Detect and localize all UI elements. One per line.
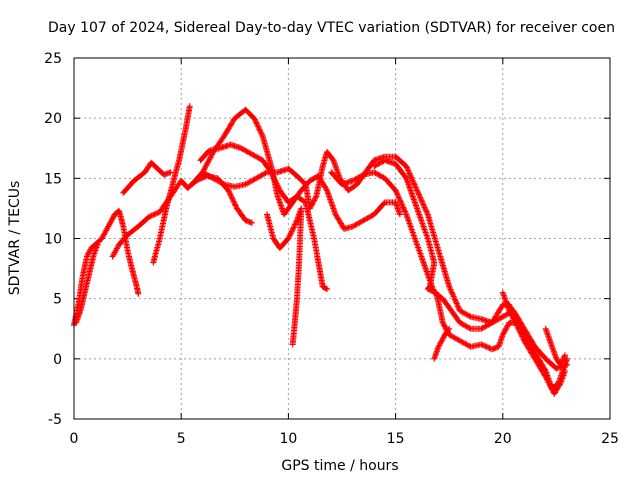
y-tick-label: 10 (44, 232, 62, 248)
series-arc-4 (120, 159, 174, 196)
y-tick-labels: -5 0 5 10 15 20 25 (44, 51, 62, 428)
series-arc-12 (431, 325, 453, 362)
data-point-markers (150, 103, 193, 266)
data-point-markers (73, 241, 101, 326)
series-arc-6 (188, 106, 403, 232)
data-point-markers (199, 148, 571, 372)
series-arc-9 (264, 205, 305, 348)
data-point-markers (188, 106, 403, 232)
data-point-markers (197, 141, 330, 293)
data-point-markers (120, 159, 174, 196)
y-axis-label: SDTVAR / TECUs (7, 181, 23, 296)
y-tick-label: -5 (48, 412, 62, 428)
x-tick-label: 20 (494, 431, 512, 447)
y-tick-label: 20 (44, 111, 62, 127)
series-arc-11 (371, 157, 519, 353)
x-tick-label: 10 (279, 431, 297, 447)
x-tick-label: 15 (387, 431, 405, 447)
x-axis-label: GPS time / hours (281, 458, 398, 474)
data-point-markers (264, 205, 305, 348)
data-point-markers (371, 157, 519, 353)
series-arc-13 (499, 289, 568, 397)
x-tick-label: 25 (601, 431, 619, 447)
x-tick-labels: 0 5 10 15 20 25 (70, 431, 619, 447)
series-arc-5 (150, 103, 193, 266)
y-tick-label: 25 (44, 51, 62, 67)
series-arc-7 (197, 141, 330, 293)
plot-border (73, 57, 611, 420)
data-point-markers (542, 325, 568, 368)
series-arc-2 (73, 241, 101, 326)
data-point-markers (431, 325, 453, 362)
chart-title: Day 107 of 2024, Sidereal Day-to-day VTE… (48, 20, 615, 36)
x-tick-label: 5 (177, 431, 186, 447)
series-arc-8 (199, 148, 571, 372)
data-marks (71, 103, 571, 397)
series-arc-14 (542, 325, 568, 368)
y-tick-label: 15 (44, 171, 62, 187)
grid (73, 57, 611, 420)
y-tick-label: 5 (53, 292, 62, 308)
y-tick-label: 0 (53, 352, 62, 368)
x-tick-label: 0 (70, 431, 79, 447)
data-point-markers (499, 289, 568, 397)
